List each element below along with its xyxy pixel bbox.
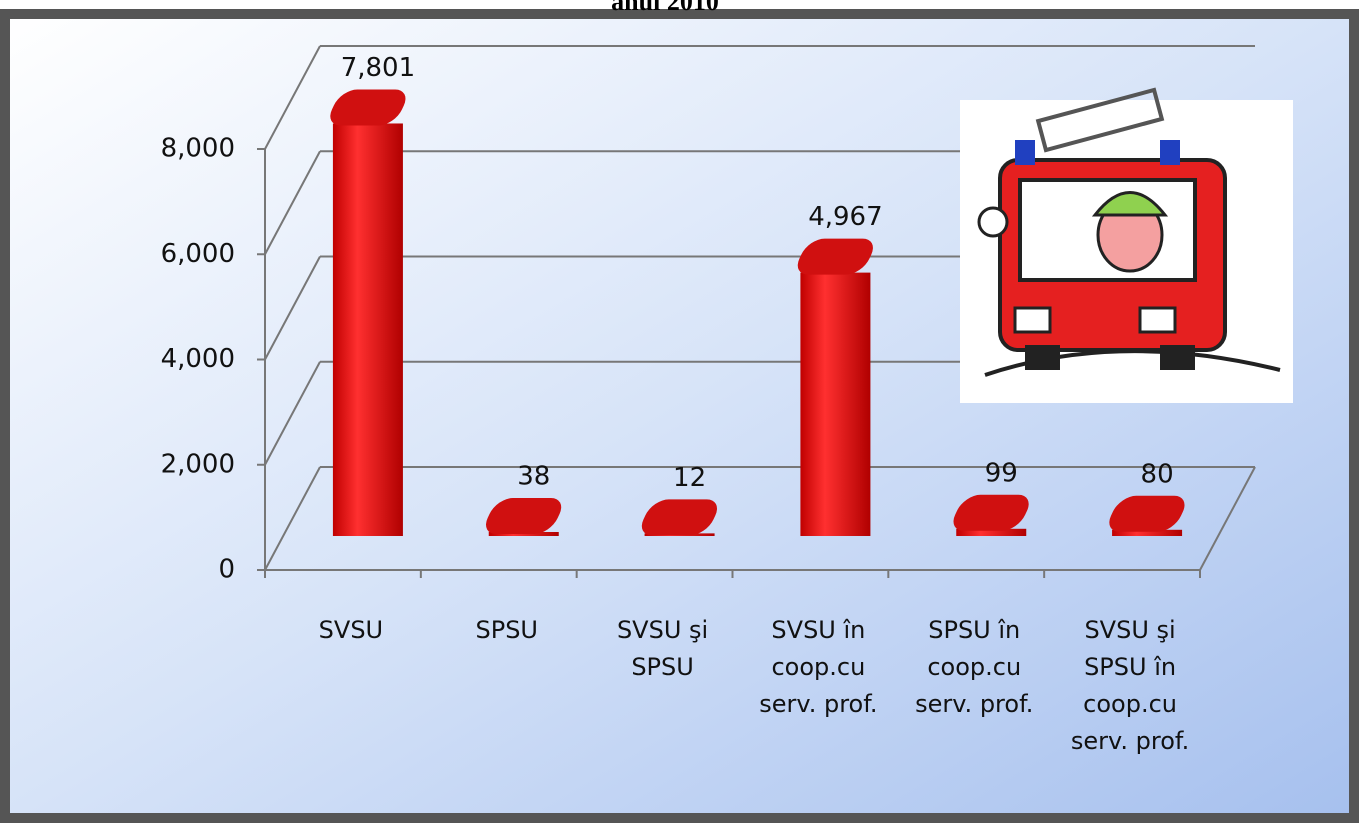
y-tick-label: 6,000 bbox=[161, 239, 235, 269]
y-tick-label: 0 bbox=[218, 555, 235, 585]
value-label: 99 bbox=[985, 458, 1018, 488]
x-tick-label: SVSU şi SPSU bbox=[588, 612, 738, 686]
x-tick-label: SVSU în coop.cu serv. prof. bbox=[743, 612, 893, 723]
x-tick-label: SVSU bbox=[276, 612, 426, 649]
value-label: 4,967 bbox=[808, 202, 882, 232]
y-tick-label: 2,000 bbox=[161, 449, 235, 479]
value-label: 7,801 bbox=[341, 53, 415, 83]
x-tick-label: SPSU în coop.cu serv. prof. bbox=[899, 612, 1049, 723]
y-tick-label: 4,000 bbox=[161, 344, 235, 374]
chart-title: anul 2010 bbox=[611, 0, 719, 16]
truck-picture bbox=[960, 90, 1293, 403]
value-label: 12 bbox=[673, 463, 706, 493]
bar bbox=[333, 123, 403, 536]
bar bbox=[800, 273, 870, 536]
value-label: 38 bbox=[517, 462, 550, 492]
y-tick-label: 8,000 bbox=[161, 134, 235, 164]
x-tick-label: SPSU bbox=[432, 612, 582, 649]
page: anul 2010 7,801 38 12 4,967 99 80 0 2,000 4,000… bbox=[0, 0, 1359, 823]
value-label: 80 bbox=[1141, 459, 1174, 489]
x-tick-label: SVSU şi SPSU în coop.cu serv. prof. bbox=[1055, 612, 1205, 760]
